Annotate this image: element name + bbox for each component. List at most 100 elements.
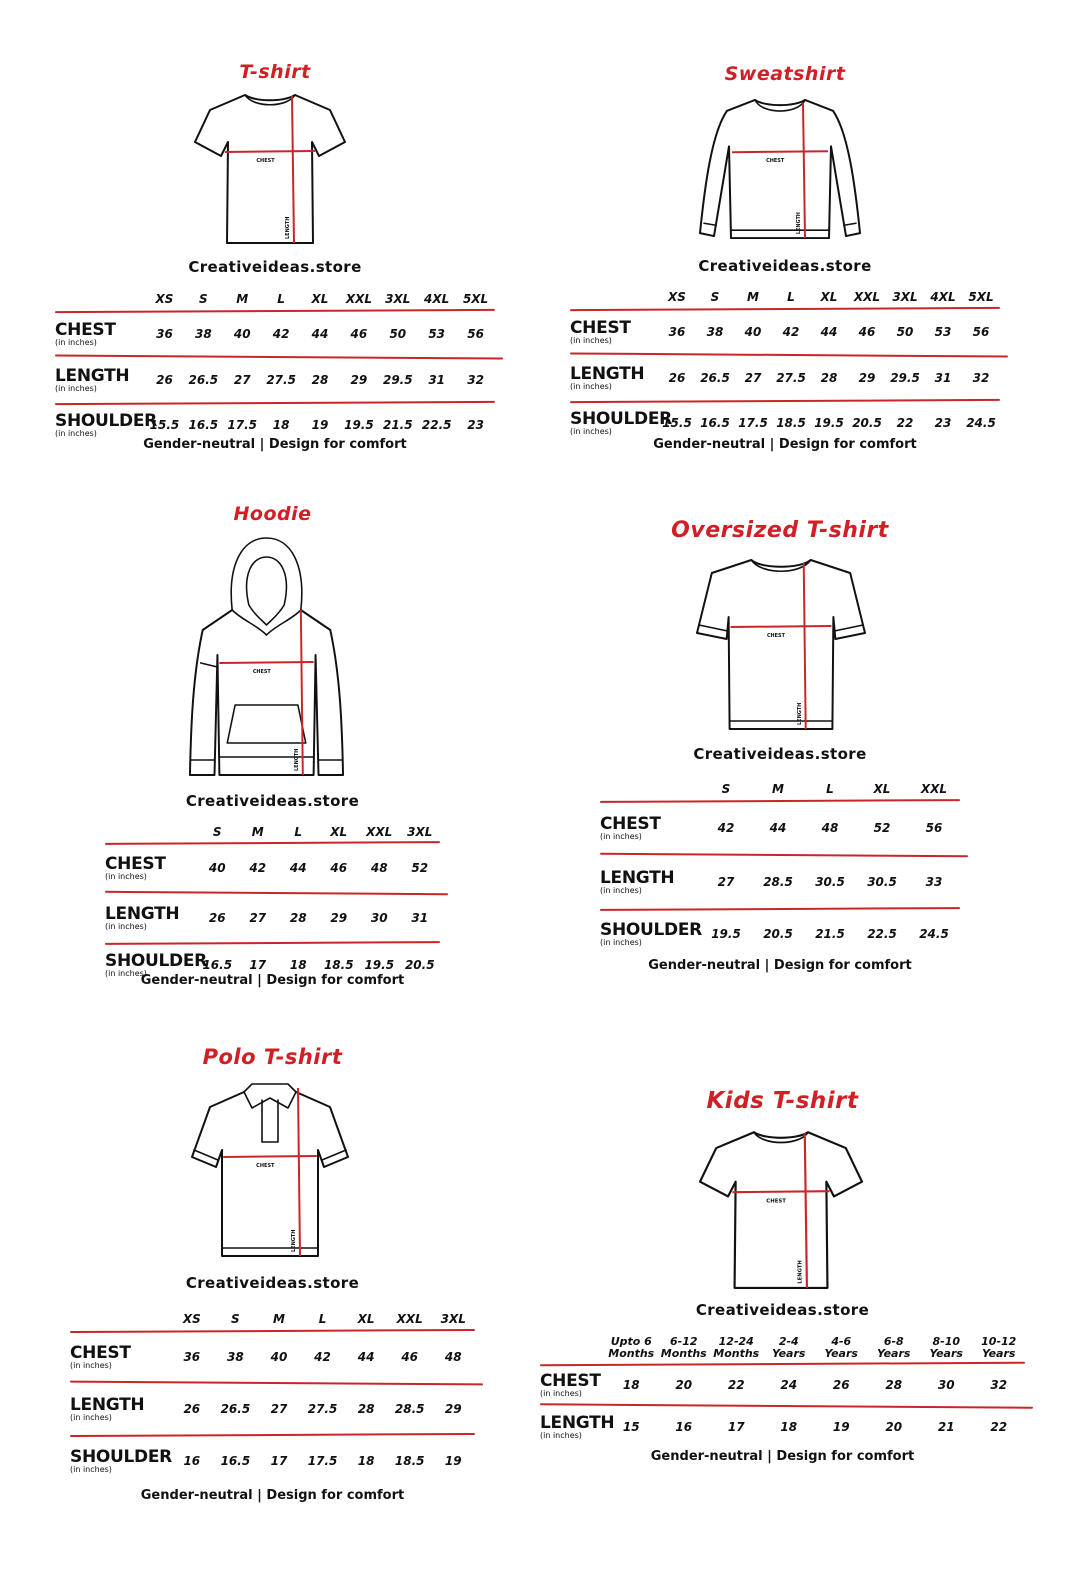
size-header: XL [873, 782, 891, 796]
garment-detail [833, 624, 864, 632]
measurement-value: 23 [467, 418, 484, 432]
measurement-row-chest: CHEST (in inches) 42 44 48 52 56 [600, 802, 960, 854]
measurement-value: 18 [289, 958, 307, 972]
size-chart-tshirt: T-shirt CHEST LENGTH Creativeideas.store XS S… [54, 55, 504, 555]
row-label: SHOULDER (in inches) [55, 412, 157, 438]
row-unit: (in inches) [55, 428, 97, 438]
row-label-text: SHOULDER [105, 950, 207, 971]
row-unit: (in inches) [600, 831, 642, 841]
chest-measure-line [731, 150, 829, 154]
length-label: LENGTH [294, 749, 300, 771]
measurement-row-length: LENGTH (in inches) 26 27 28 29 30 31 [105, 894, 440, 942]
size-header: 2-4 Years [772, 1334, 806, 1360]
measurement-value: 33 [925, 875, 943, 889]
chest-label: CHEST [766, 1199, 786, 1205]
chest-measure-line [223, 1155, 317, 1158]
row-unit: (in inches) [600, 885, 642, 895]
measurement-value: 38 [227, 1350, 244, 1364]
measurement-value: 16.5 [700, 416, 730, 430]
measurement-row-chest: CHEST (in inches) 36 38 40 42 44 46 48 [70, 1332, 475, 1382]
measurement-value: 16 [675, 1420, 693, 1434]
measurement-value: 26 [156, 373, 173, 387]
row-unit: (in inches) [570, 335, 612, 345]
brand-name: Creativeideas.store [185, 1274, 360, 1292]
measurement-value: 23 [934, 416, 952, 430]
measurement-value: 52 [411, 861, 429, 875]
row-label: LENGTH (in inches) [105, 905, 197, 931]
measurement-value: 26 [208, 911, 226, 925]
measurement-value: 29 [858, 371, 876, 385]
row-unit: (in inches) [70, 1412, 112, 1422]
measurement-value: 22 [727, 1378, 745, 1392]
size-header: S [212, 825, 222, 839]
measurement-value: 30 [937, 1378, 955, 1392]
size-header: L [294, 825, 303, 839]
measurement-row-length: LENGTH (in inches) 27 28.5 30.5 30.5 33 [600, 856, 960, 908]
length-measure-line [291, 95, 295, 244]
size-chart-hoodie: Hoodie CHEST LENGTH Creativeideas.store S M L X… [104, 500, 449, 1000]
measurement-value: 22 [990, 1420, 1008, 1434]
garment-detail [199, 662, 219, 668]
measurement-value: 28.5 [394, 1402, 425, 1416]
size-header: 3XL [892, 290, 918, 304]
size-header: Upto 6 Months [608, 1334, 655, 1360]
row-label: LENGTH (in inches) [600, 869, 700, 895]
garment-title: Sweatshirt [724, 63, 846, 85]
measurement-value: 28 [820, 371, 838, 385]
measurement-value: 26 [668, 371, 686, 385]
size-header: 5XL [968, 290, 994, 304]
measurement-value: 28 [885, 1378, 903, 1392]
row-label-text: SHOULDER [70, 1446, 172, 1467]
length-measure-line [803, 1133, 808, 1288]
length-measure-line [299, 609, 304, 776]
measurement-value: 16.5 [202, 958, 233, 972]
measurement-value: 20.5 [763, 927, 793, 941]
measurement-value: 20 [675, 1378, 693, 1392]
measurement-value: 21.5 [815, 927, 845, 941]
measurement-value: 40 [208, 861, 226, 875]
size-table: S M L XL XXL CHEST (in inches) 42 44 48 52 56 LENGTH… [599, 778, 969, 958]
measurement-value: 48 [821, 821, 839, 835]
measurement-value: 50 [896, 325, 914, 339]
measurement-value: 52 [873, 821, 891, 835]
kids-tshirt-icon: CHEST LENGTH [698, 1127, 864, 1290]
row-label-text: CHEST [105, 853, 166, 874]
measurement-row-chest: CHEST (in inches) 36 38 40 42 44 46 50 53 56 [570, 310, 1000, 354]
measurement-value: 28 [289, 911, 307, 925]
measurement-value: 24 [780, 1378, 798, 1392]
size-header: XL [357, 1312, 375, 1326]
measurement-value: 18.5 [323, 958, 354, 972]
row-unit: (in inches) [70, 1464, 112, 1474]
size-header: 12-24 Months [713, 1334, 760, 1360]
measurement-value: 29 [350, 373, 368, 387]
measurement-value: 29 [444, 1402, 462, 1416]
footer-tagline: Gender-neutral | Design for comfort [140, 973, 405, 988]
row-unit: (in inches) [540, 1388, 582, 1398]
measurement-value: 29.5 [890, 371, 920, 385]
row-label-text: CHEST [55, 319, 116, 340]
size-header: L [787, 290, 795, 304]
measurement-value: 46 [401, 1350, 419, 1364]
row-label: CHEST (in inches) [105, 853, 197, 881]
brand-name: Creativeideas.store [698, 257, 872, 275]
size-header: M [747, 290, 759, 304]
row-label-text: SHOULDER [570, 408, 672, 429]
measurement-value: 30 [370, 911, 388, 925]
row-label-text: CHEST [600, 813, 661, 834]
size-header-row: XS S M L XL XXL 3XL 4XL 5XL [570, 286, 1000, 308]
measurement-value: 27 [270, 1402, 288, 1416]
size-header: 5XL [462, 292, 489, 306]
size-table: S M L XL XXL 3XL CHEST (in inches) 40 42 44 46 48 52 L… [104, 822, 449, 986]
size-table: XS S M L XL XXL 3XL 4XL 5XL CHEST (in inches) 36 38 4… [54, 288, 504, 446]
size-header: XS [155, 292, 174, 306]
garment-detail [843, 222, 857, 227]
measurement-value: 40 [233, 327, 251, 341]
chest-measure-line [224, 150, 316, 153]
measurement-value: 28 [357, 1402, 375, 1416]
size-header-row: XS S M L XL XXL 3XL 4XL 5XL [55, 288, 495, 310]
row-label-text: LENGTH [55, 365, 130, 386]
garment-outline [699, 98, 861, 240]
measurement-row-chest: CHEST (in inches) 18 20 22 24 26 28 30 32 [540, 1365, 1025, 1405]
row-label: LENGTH (in inches) [70, 1396, 170, 1422]
measurement-value: 19.5 [711, 927, 741, 941]
